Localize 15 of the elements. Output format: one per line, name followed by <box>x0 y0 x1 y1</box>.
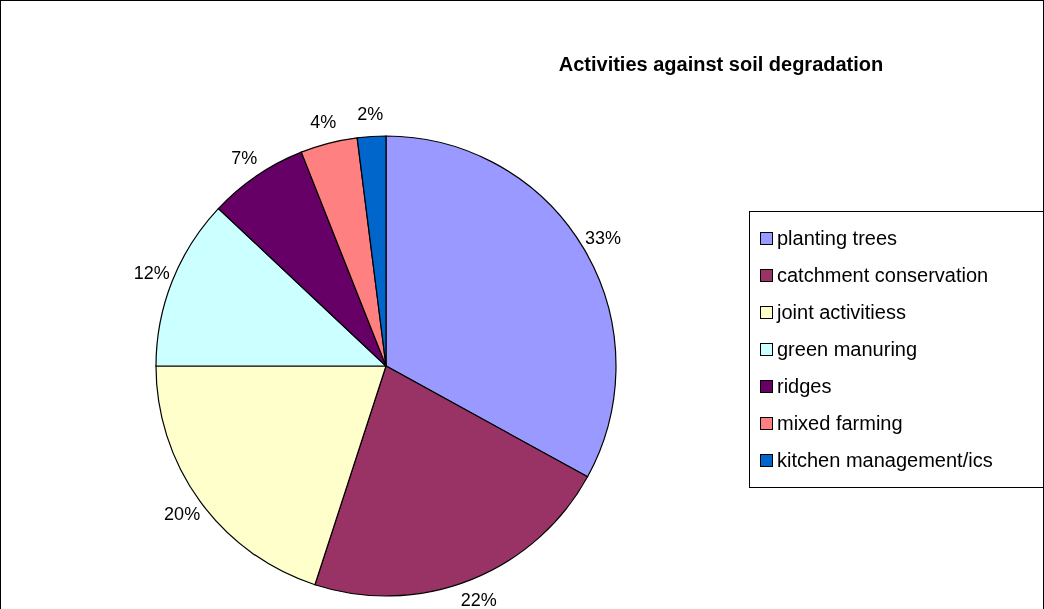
data-label: 12% <box>133 263 170 284</box>
legend-label: planting trees <box>777 227 898 250</box>
data-label: 20% <box>164 504 201 525</box>
legend-label: mixed farming <box>777 412 903 435</box>
data-label: 2% <box>357 104 384 125</box>
data-label: 4% <box>310 111 337 132</box>
data-label: 22% <box>460 590 497 609</box>
legend-label: green manuring <box>777 338 918 361</box>
legend-label: kitchen management/ics <box>777 449 993 472</box>
legend-label: ridges <box>777 375 832 398</box>
legend-label: catchment conservation <box>777 264 989 287</box>
legend-label: joint activitiess <box>777 301 906 324</box>
data-label: 7% <box>231 147 258 168</box>
chart-title: Activities against soil degradation <box>557 53 885 76</box>
data-label: 33% <box>584 227 621 248</box>
